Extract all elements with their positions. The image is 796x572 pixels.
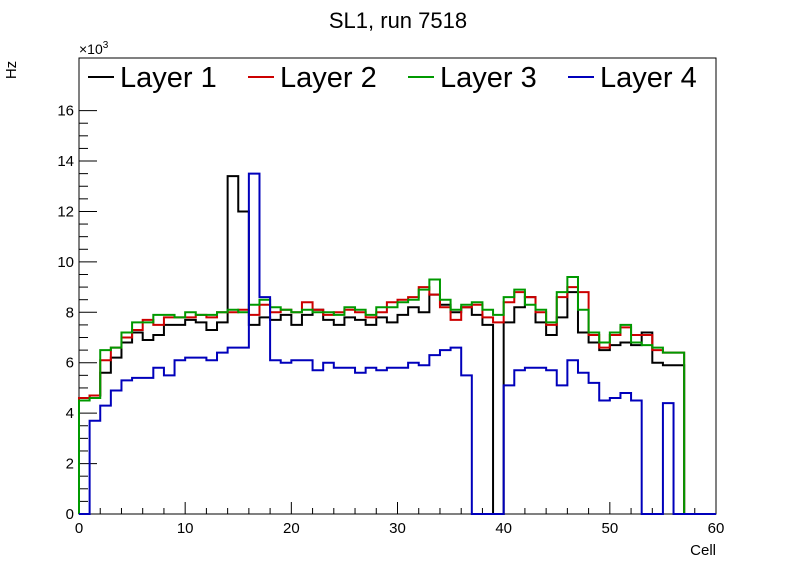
y-tick-label: 16 <box>57 103 74 120</box>
x-tick-label: 30 <box>389 520 406 537</box>
series-layer <box>78 172 716 515</box>
y-tick-label: 8 <box>66 304 74 321</box>
legend-label-layer-3: Layer 3 <box>440 62 537 94</box>
y-axis-multiplier-base: ×10 <box>79 41 103 57</box>
x-tick-label: 60 <box>708 520 725 537</box>
y-tick-label: 0 <box>66 506 74 523</box>
y-tick-label: 10 <box>57 254 74 271</box>
x-tick-label: 50 <box>601 520 618 537</box>
y-tick-label: 4 <box>66 405 74 422</box>
x-tick-label: 40 <box>495 520 512 537</box>
legend-label-layer-2: Layer 2 <box>280 62 377 94</box>
legend-label-layer-4: Layer 4 <box>600 62 697 94</box>
series-line-layer-4 <box>79 172 716 515</box>
y-tick-label: 14 <box>57 153 74 170</box>
y-axis-label: Hz <box>3 61 20 79</box>
axis-ticks: 0 10 20 30 40 50 60 0 2 4 6 8 10 12 14 16 <box>57 103 724 537</box>
x-tick-label: 10 <box>177 520 194 537</box>
x-tick-label: 0 <box>75 520 83 537</box>
legend: Layer 1 Layer 2 Layer 3 Layer 4 <box>88 62 697 94</box>
y-axis-multiplier-power: 3 <box>103 40 109 51</box>
y-tick-label: 2 <box>66 456 74 473</box>
y-axis-multiplier: ×103 <box>79 40 109 57</box>
y-tick-label: 12 <box>57 203 74 220</box>
series-line-layer-3 <box>78 276 716 515</box>
legend-label-layer-1: Layer 1 <box>120 62 217 94</box>
x-tick-label: 20 <box>283 520 300 537</box>
chart-title: SL1, run 7518 <box>329 8 467 33</box>
y-tick-label: 6 <box>66 355 74 372</box>
series-line-layer-1 <box>78 175 716 515</box>
x-axis-label: Cell <box>690 542 716 559</box>
